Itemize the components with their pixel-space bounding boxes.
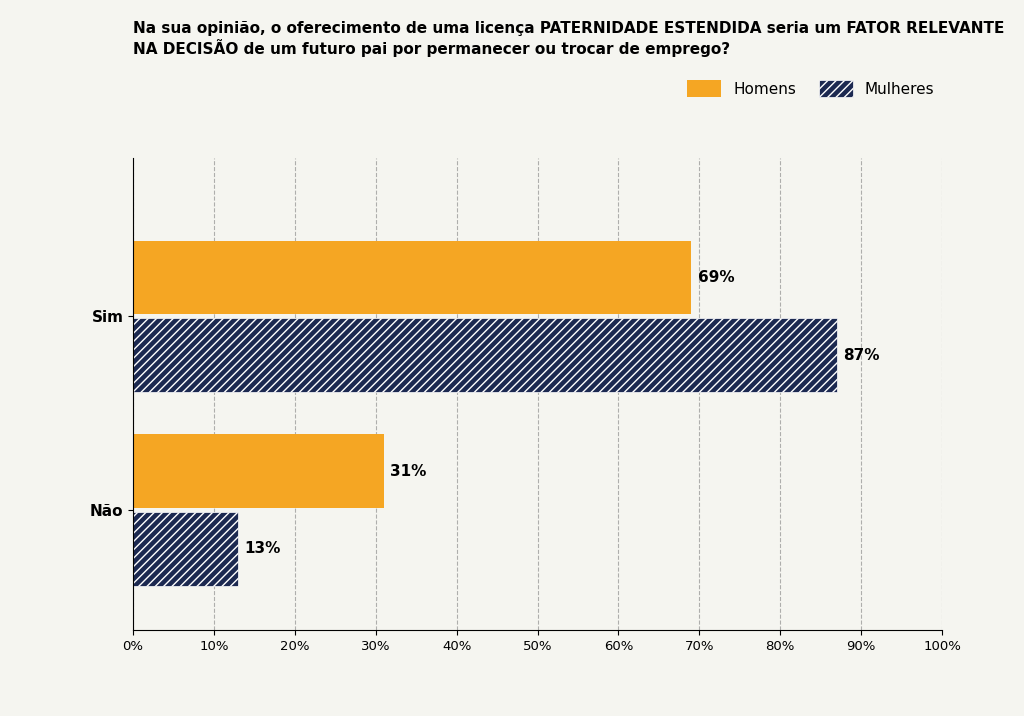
- Bar: [133, 319, 837, 392]
- Bar: [133, 512, 239, 586]
- Text: 31%: 31%: [390, 464, 427, 479]
- Text: 69%: 69%: [697, 270, 734, 285]
- Legend: Homens, Mulheres: Homens, Mulheres: [687, 80, 935, 97]
- Text: 87%: 87%: [844, 347, 880, 362]
- Bar: [133, 435, 384, 508]
- Text: Na sua opinião, o oferecimento de uma licença PATERNIDADE ESTENDIDA seria um FAT: Na sua opinião, o oferecimento de uma li…: [133, 21, 1005, 57]
- Bar: [133, 241, 691, 314]
- Text: 13%: 13%: [245, 541, 282, 556]
